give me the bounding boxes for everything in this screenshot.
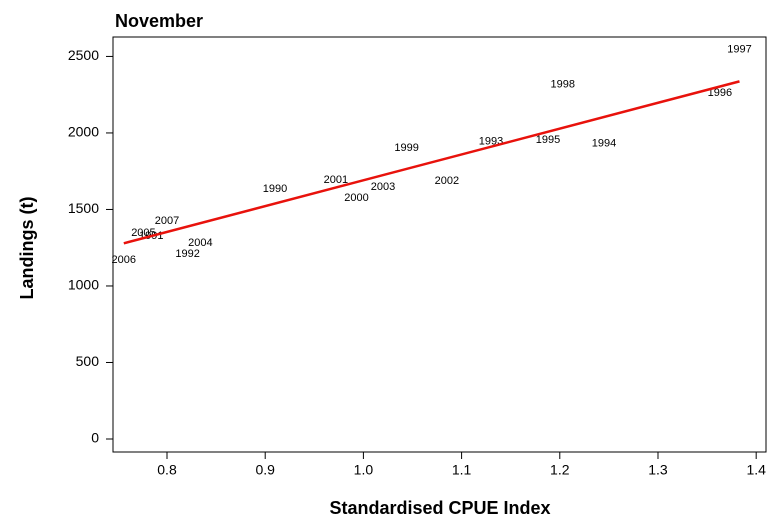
x-tick-label: 1.1 <box>452 462 472 478</box>
x-tick-label: 0.9 <box>255 462 275 478</box>
fit-line <box>123 80 740 245</box>
y-tick-label: 500 <box>76 353 100 369</box>
point-label: 2000 <box>344 192 368 204</box>
point-label: 2001 <box>324 174 348 186</box>
y-axis-label: Landings (t) <box>17 197 37 300</box>
x-tick-label: 1.3 <box>648 462 668 478</box>
point-label: 2004 <box>188 237 212 249</box>
point-label: 1992 <box>175 248 199 260</box>
y-tick-label: 0 <box>91 430 99 446</box>
x-tick-label: 0.8 <box>157 462 177 478</box>
y-tick-label: 1000 <box>68 277 99 293</box>
x-tick-label: 1.0 <box>354 462 374 478</box>
point-label: 1996 <box>708 87 732 99</box>
point-label: 2006 <box>112 254 136 266</box>
y-tick-label: 1500 <box>68 200 99 216</box>
point-label: 1998 <box>550 78 574 90</box>
chart-title: November <box>115 11 203 31</box>
point-label: 2003 <box>371 181 395 193</box>
x-tick-label: 1.2 <box>550 462 570 478</box>
point-label: 2002 <box>435 175 459 187</box>
point-label: 1994 <box>592 137 616 149</box>
y-tick-label: 2000 <box>68 124 99 140</box>
plot-frame <box>112 36 767 453</box>
point-label: 1995 <box>536 134 560 146</box>
point-label: 1999 <box>394 142 418 154</box>
point-label: 1990 <box>263 183 287 195</box>
x-tick-label: 1.4 <box>746 462 766 478</box>
point-label: 1997 <box>727 43 751 55</box>
x-axis-label: Standardised CPUE Index <box>329 498 550 516</box>
y-tick-label: 2500 <box>68 47 99 63</box>
point-label: 2007 <box>155 215 179 227</box>
